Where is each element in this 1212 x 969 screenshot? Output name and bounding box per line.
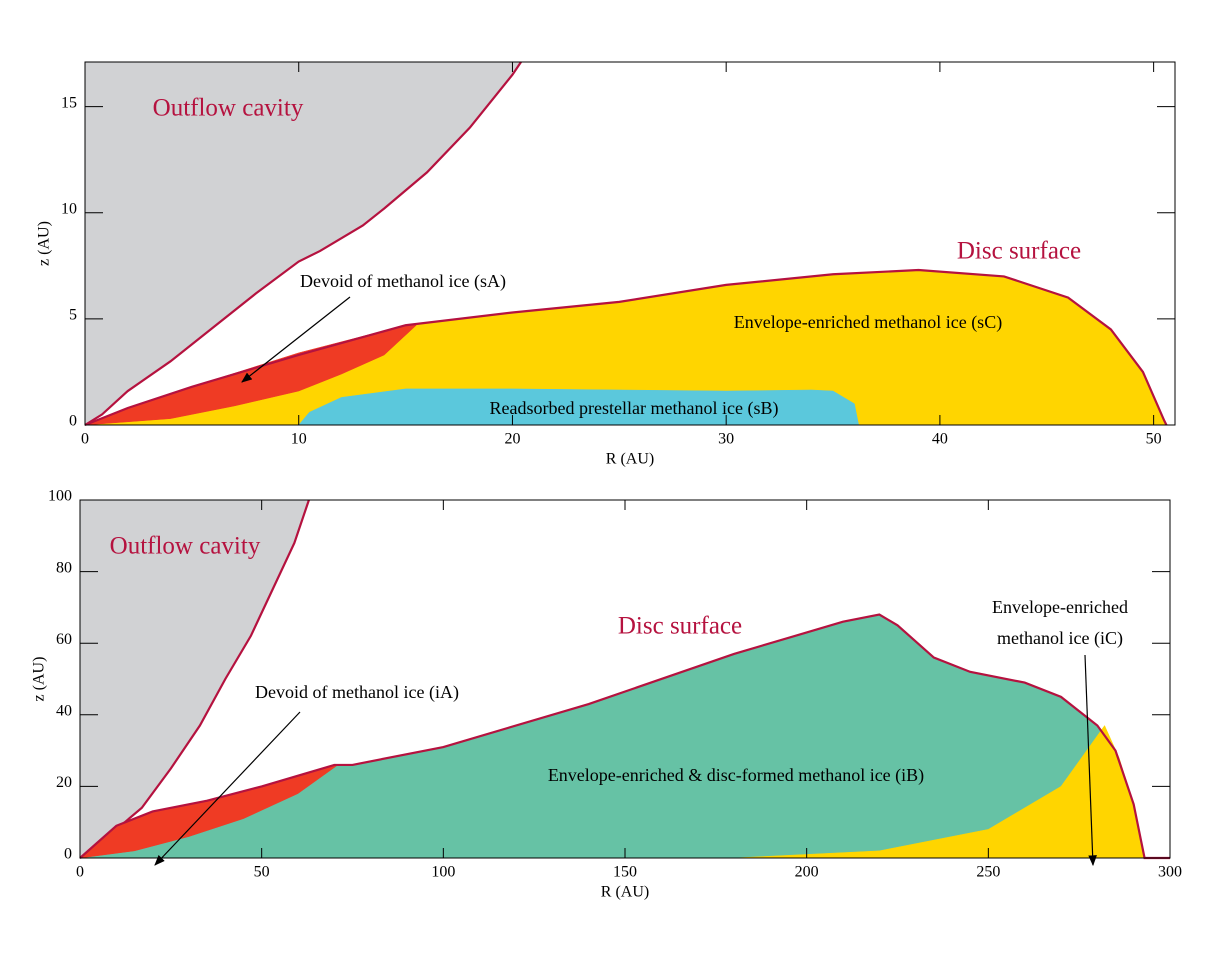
y-tick-label: 40 [56,702,72,719]
annotation: Readsorbed prestellar methanol ice (sB) [490,398,779,419]
boundary-line [79,613,1170,860]
y-tick-label: 80 [56,559,72,576]
y-tick-label: 15 [61,94,77,111]
y-tick-label: 5 [69,307,77,324]
x-tick-label: 250 [976,864,1000,881]
y-axis-label: z (AU) [36,221,53,266]
x-tick-label: 10 [291,431,307,448]
annotation: Outflow cavity [110,533,261,560]
boundary-line [84,268,1168,427]
annotation: Envelope-enriched & disc-formed methanol… [548,765,924,786]
annotation: Envelope-enriched [992,597,1128,617]
y-tick-label: 60 [56,631,72,648]
boundary-line [84,61,522,426]
annotation: Disc surface [618,613,742,640]
y-tick-label: 0 [64,846,72,863]
x-tick-label: 0 [76,864,84,881]
x-axis-label: R (AU) [601,884,649,901]
annotation: Devoid of methanol ice (iA) [255,682,459,703]
y-tick-label: 10 [61,200,77,217]
plot-frame [84,61,1176,426]
annotation: Outflow cavity [153,95,304,122]
annotation: Disc surface [957,238,1081,265]
x-tick-label: 150 [613,864,637,881]
annotation: methanol ice (iC) [997,628,1123,649]
annotation: Envelope-enriched methanol ice (sC) [734,312,1002,333]
x-tick-label: 50 [254,864,270,881]
x-tick-label: 20 [504,431,520,448]
x-tick-label: 300 [1158,864,1182,881]
region [298,388,859,426]
x-axis-label: R (AU) [606,451,654,468]
y-tick-label: 20 [56,774,72,791]
y-tick-label: 0 [69,413,77,430]
x-tick-label: 30 [718,431,734,448]
y-axis-label: z (AU) [31,657,48,702]
x-tick-label: 50 [1146,431,1162,448]
annotation: Devoid of methanol ice (sA) [300,271,506,292]
annotation-arrow [154,711,301,866]
x-tick-label: 40 [932,431,948,448]
x-tick-label: 200 [795,864,819,881]
annotation-arrow [241,296,351,383]
x-tick-label: 0 [81,431,89,448]
annotation-arrow [1084,654,1097,867]
x-tick-label: 100 [431,864,455,881]
y-tick-label: 100 [48,488,72,505]
